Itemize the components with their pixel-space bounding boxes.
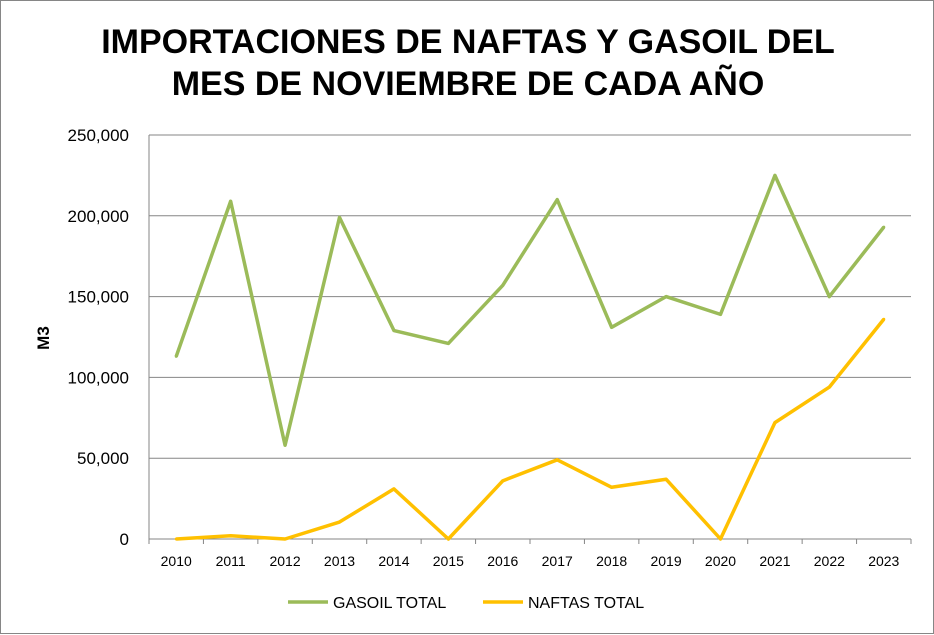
data-point — [610, 485, 614, 489]
series-line-naftas-total — [176, 318, 886, 541]
data-point — [555, 458, 559, 462]
data-point — [610, 325, 614, 329]
data-point — [174, 537, 178, 541]
data-point — [827, 295, 831, 299]
x-tick-label: 2016 — [487, 553, 518, 569]
data-point — [229, 199, 233, 203]
y-tick-label: 100,000 — [68, 368, 129, 387]
data-point — [283, 443, 287, 447]
x-tick-label: 2021 — [759, 553, 790, 569]
series-line-gasoil-total — [174, 173, 886, 448]
legend-label: NAFTAS TOTAL — [528, 595, 644, 612]
y-axis-label: M3 — [34, 326, 53, 350]
x-tick-label: 2013 — [324, 553, 355, 569]
y-tick-label: 150,000 — [68, 288, 129, 307]
data-point — [392, 487, 396, 491]
x-tick-label: 2022 — [814, 553, 845, 569]
data-point — [664, 477, 668, 481]
x-tick-label: 2018 — [596, 553, 627, 569]
x-tick-label: 2011 — [216, 553, 246, 569]
data-point — [773, 421, 777, 425]
data-point — [446, 341, 450, 345]
data-point — [446, 537, 450, 541]
data-point — [174, 354, 178, 358]
data-point — [338, 215, 341, 219]
y-tick-label: 0 — [120, 530, 129, 549]
data-point — [719, 312, 722, 316]
data-point — [501, 283, 505, 287]
x-tick-label: 2012 — [269, 553, 300, 569]
x-tick-label: 2015 — [433, 553, 464, 569]
data-point — [827, 385, 831, 389]
y-tick-label: 250,000 — [68, 126, 129, 145]
data-point — [719, 537, 722, 541]
data-point — [555, 198, 559, 202]
chart-title-line1: IMPORTACIONES DE NAFTAS Y GASOIL DEL — [101, 23, 835, 61]
data-point — [338, 520, 341, 524]
x-tick-label: 2019 — [650, 553, 681, 569]
x-tick-label: 2017 — [542, 553, 573, 569]
data-point — [283, 537, 287, 541]
data-point — [773, 173, 777, 177]
data-point — [392, 329, 396, 333]
y-tick-label: 50,000 — [77, 449, 129, 468]
legend-label: GASOIL TOTAL — [333, 595, 446, 612]
x-tick-label: 2020 — [705, 553, 736, 569]
chart-title-line2: MES DE NOVIEMBRE DE CADA AÑO — [171, 65, 765, 103]
data-point — [664, 295, 668, 299]
data-point — [229, 534, 233, 538]
data-point — [501, 479, 505, 483]
x-tick-label: 2014 — [378, 553, 409, 569]
x-tick-label: 2010 — [161, 553, 192, 569]
data-point — [882, 317, 886, 321]
y-tick-label: 200,000 — [68, 207, 129, 226]
x-tick-label: 2023 — [868, 553, 899, 569]
data-point — [882, 225, 886, 229]
